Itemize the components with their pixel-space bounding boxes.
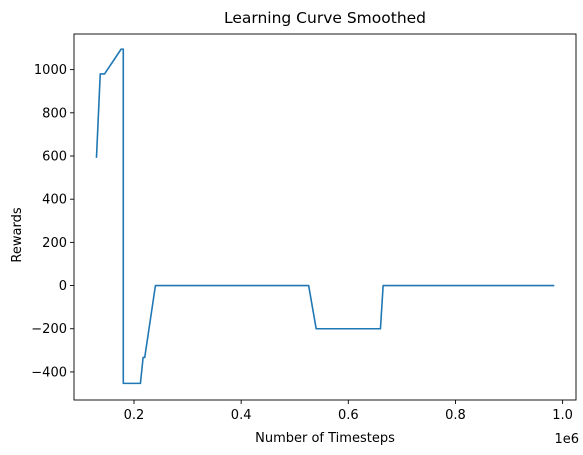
y-tick-label: 800 bbox=[42, 106, 67, 121]
x-axis-label: Number of Timesteps bbox=[255, 431, 395, 446]
plot-frame bbox=[73, 33, 577, 401]
y-tick-label: 400 bbox=[42, 193, 67, 208]
y-tick-label: 200 bbox=[42, 236, 67, 251]
x-tick-label: 0.6 bbox=[338, 408, 359, 423]
plot-area: 0.2 0.4 0.6 0.8 1.0 −400 −200 0 200 400 600 800 1000 bbox=[31, 33, 577, 423]
y-tick-label: 0 bbox=[59, 279, 67, 294]
y-tick-label: 1000 bbox=[34, 63, 67, 78]
x-tick-label: 0.2 bbox=[124, 408, 145, 423]
series-line-0 bbox=[95, 48, 555, 385]
x-tick-label: 0.8 bbox=[445, 408, 466, 423]
x-tick-label: 0.4 bbox=[231, 408, 252, 423]
y-tick-label: −400 bbox=[31, 365, 67, 380]
y-tick-label: 600 bbox=[42, 150, 67, 165]
x-axis-offset-label: 1e6 bbox=[554, 432, 579, 447]
chart-title: Learning Curve Smoothed bbox=[224, 9, 426, 27]
x-tick-label: 1.0 bbox=[552, 408, 573, 423]
y-tick-label: −200 bbox=[31, 322, 67, 337]
y-axis-label: Rewards bbox=[10, 207, 25, 262]
